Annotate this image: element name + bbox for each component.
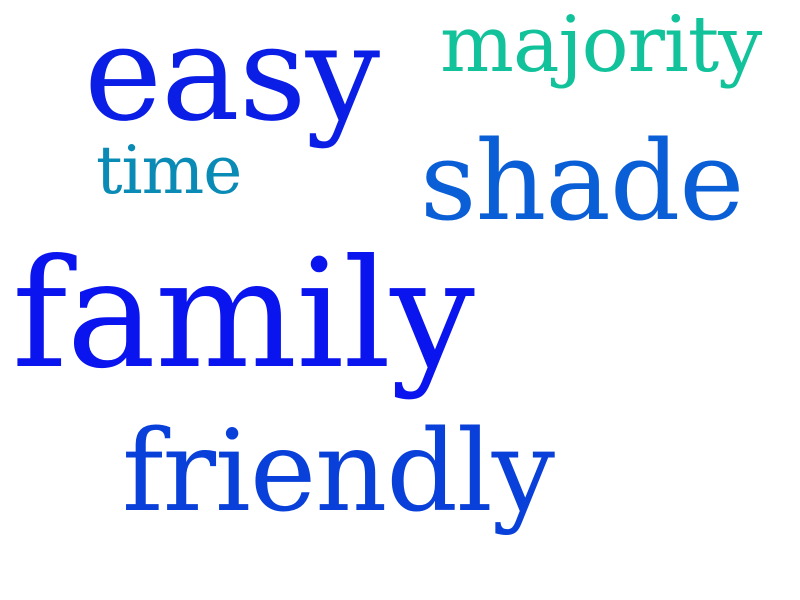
word-family: family [12, 228, 475, 402]
word-majority: majority [440, 0, 762, 90]
word-shade: shade [420, 117, 744, 245]
word-easy: easy [84, 0, 380, 151]
word-friendly: friendly [122, 407, 555, 537]
word-time: time [96, 132, 242, 209]
